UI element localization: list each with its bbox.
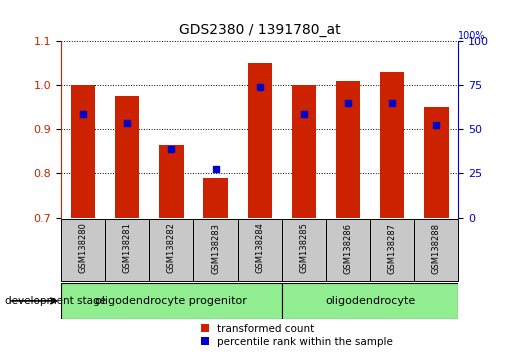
- Bar: [414, 219, 458, 281]
- Bar: [71, 85, 95, 218]
- Text: GSM138286: GSM138286: [343, 223, 352, 274]
- Bar: [380, 72, 404, 218]
- Bar: [282, 283, 458, 319]
- Text: GSM138284: GSM138284: [255, 223, 264, 273]
- Text: 100%: 100%: [458, 31, 486, 41]
- Bar: [370, 219, 414, 281]
- Bar: [61, 219, 105, 281]
- Text: GSM138281: GSM138281: [123, 223, 131, 273]
- Bar: [159, 145, 183, 218]
- Text: GSM138283: GSM138283: [211, 223, 220, 274]
- Text: oligodendrocyte progenitor: oligodendrocyte progenitor: [95, 296, 248, 306]
- Bar: [149, 219, 193, 281]
- Bar: [204, 178, 228, 218]
- Text: GSM138287: GSM138287: [388, 223, 396, 274]
- Bar: [424, 107, 448, 218]
- Text: GSM138280: GSM138280: [78, 223, 87, 273]
- Bar: [336, 81, 360, 218]
- Text: GSM138282: GSM138282: [167, 223, 176, 273]
- Bar: [237, 219, 282, 281]
- Bar: [115, 96, 139, 218]
- Bar: [326, 219, 370, 281]
- Legend: transformed count, percentile rank within the sample: transformed count, percentile rank withi…: [198, 321, 395, 349]
- Text: oligodendrocyte: oligodendrocyte: [325, 296, 415, 306]
- Text: GSM138285: GSM138285: [299, 223, 308, 273]
- Bar: [282, 219, 326, 281]
- Bar: [248, 63, 272, 218]
- Text: development stage: development stage: [5, 296, 107, 306]
- Bar: [61, 283, 282, 319]
- Bar: [105, 219, 149, 281]
- Text: GSM138288: GSM138288: [432, 223, 441, 274]
- Bar: [292, 85, 316, 218]
- Bar: [193, 219, 237, 281]
- Title: GDS2380 / 1391780_at: GDS2380 / 1391780_at: [179, 23, 340, 37]
